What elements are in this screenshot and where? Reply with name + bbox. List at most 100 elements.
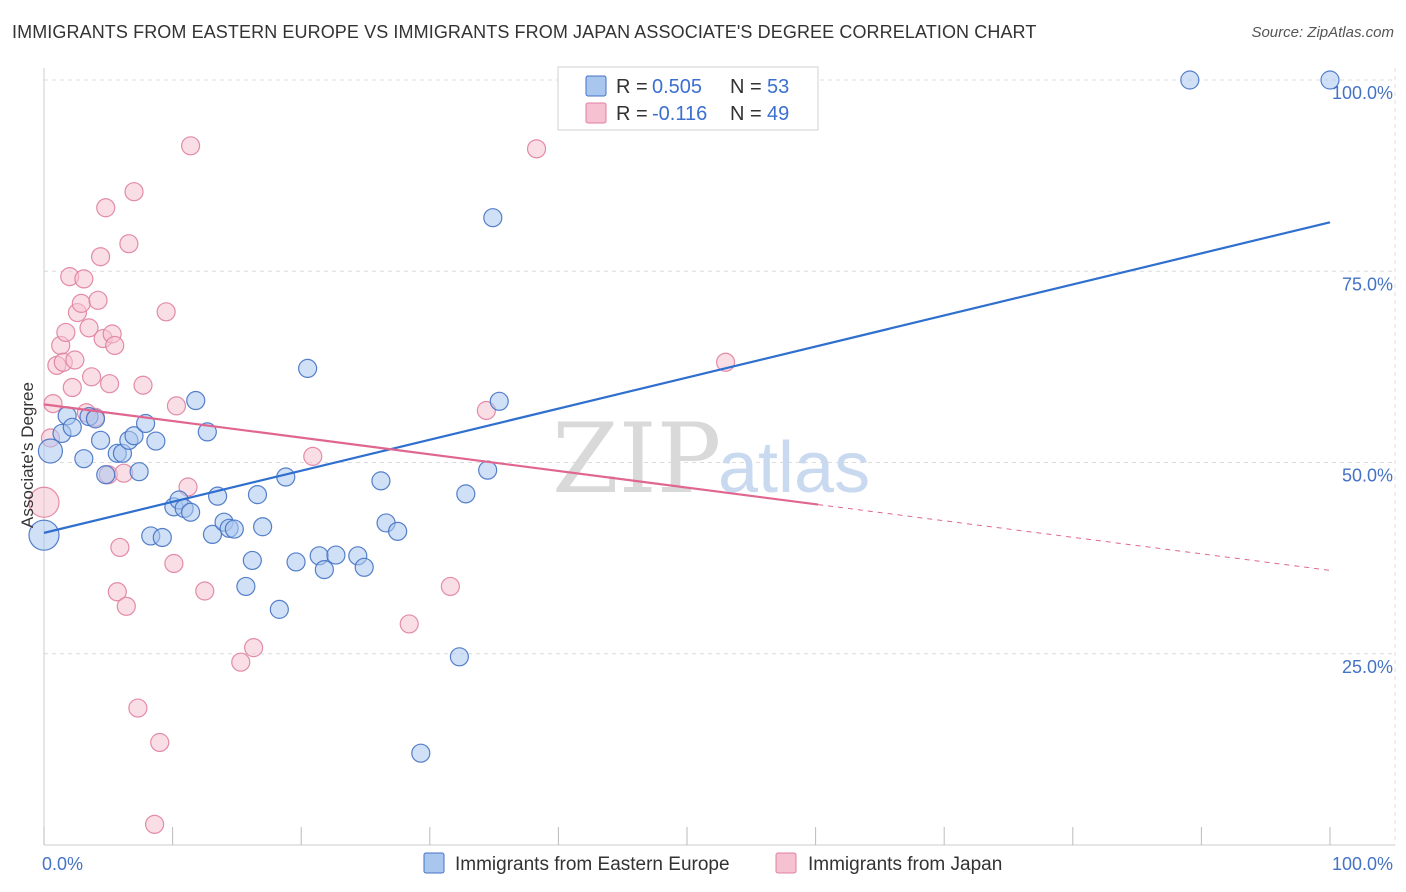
chart-title: IMMIGRANTS FROM EASTERN EUROPE VS IMMIGR… — [12, 22, 1037, 42]
point-eastern-europe — [129, 462, 149, 482]
point-eastern-europe — [483, 208, 503, 228]
legend-n-label-blue: N = — [730, 76, 762, 98]
point-eastern-europe — [388, 521, 408, 541]
source-label: Source: ZipAtlas.com — [1251, 24, 1394, 41]
series-legend: Immigrants from Eastern Europe Immigrant… — [423, 852, 1002, 875]
watermark-atlas: atlas — [718, 428, 870, 508]
point-eastern-europe — [286, 552, 306, 572]
point-japan — [79, 318, 99, 338]
point-eastern-europe — [90, 430, 111, 450]
point-japan — [71, 293, 91, 313]
point-japan — [65, 350, 85, 370]
point-japan — [96, 198, 116, 218]
point-eastern-europe — [152, 527, 172, 548]
point-japan — [399, 614, 419, 634]
point-japan — [526, 139, 547, 159]
point-japan — [107, 582, 127, 602]
point-japan — [116, 596, 136, 616]
point-japan — [124, 182, 144, 202]
legend-r-value-blue: 0.505 — [652, 76, 702, 98]
point-eastern-europe — [326, 545, 346, 565]
point-eastern-europe — [62, 417, 82, 437]
point-eastern-europe — [489, 391, 509, 411]
trend-lines — [43, 221, 1331, 571]
legend-r-value-pink: -0.116 — [652, 103, 707, 125]
legend-swatch-blue — [585, 75, 607, 97]
legend-n-label-pink: N = — [730, 103, 762, 125]
y-tick-label: 100.0% — [1332, 83, 1393, 103]
watermark: ZIP atlas — [552, 403, 870, 515]
trend-line-japan — [43, 403, 819, 506]
legend-n-value-blue: 53 — [767, 76, 789, 98]
trend-line-eastern-europe — [43, 221, 1331, 534]
point-eastern-europe — [186, 390, 206, 411]
point-eastern-europe — [74, 449, 94, 469]
x-tick-label: 100.0% — [1332, 854, 1393, 874]
point-eastern-europe — [478, 460, 498, 480]
point-eastern-europe — [146, 431, 166, 451]
point-eastern-europe — [314, 559, 334, 580]
point-japan — [231, 652, 251, 672]
legend-swatch-pink — [585, 102, 607, 124]
point-japan — [178, 477, 198, 497]
point-eastern-europe — [247, 485, 268, 505]
series-legend-swatch-pink — [775, 852, 797, 874]
point-japan — [105, 335, 125, 356]
point-japan — [90, 247, 111, 267]
point-eastern-europe — [298, 358, 318, 379]
point-eastern-europe — [28, 519, 60, 551]
point-eastern-europe — [96, 465, 116, 485]
point-japan — [128, 698, 148, 718]
point-eastern-europe — [242, 550, 262, 571]
point-eastern-europe — [197, 422, 217, 442]
y-axis-title: Associate's Degree — [18, 382, 37, 528]
point-japan — [62, 377, 82, 398]
correlation-legend: R = 0.505 N = 53 R = -0.116 N = 49 — [557, 66, 819, 131]
point-japan — [119, 234, 139, 254]
point-eastern-europe — [236, 576, 256, 597]
point-eastern-europe — [1320, 70, 1340, 90]
legend-n-value-pink: 49 — [767, 103, 789, 125]
point-japan — [166, 396, 187, 416]
point-japan — [244, 638, 264, 658]
point-eastern-europe — [202, 524, 223, 545]
legend-r-label-pink: R = — [616, 103, 648, 125]
point-japan — [133, 375, 153, 395]
x-tick-labels: 0.0% 100.0% — [42, 854, 1393, 874]
point-japan — [195, 581, 215, 601]
point-japan — [164, 553, 184, 574]
point-eastern-europe — [37, 438, 64, 464]
point-eastern-europe — [85, 409, 106, 429]
point-eastern-europe — [456, 484, 476, 504]
point-japan — [74, 269, 94, 289]
series-legend-label-blue: Immigrants from Eastern Europe — [455, 854, 730, 875]
point-eastern-europe — [411, 743, 431, 763]
point-eastern-europe — [354, 557, 374, 577]
trend-line-japan-extension — [818, 504, 1331, 571]
point-japan — [181, 136, 201, 156]
y-tick-label: 25.0% — [1342, 657, 1393, 677]
point-japan — [156, 302, 176, 322]
point-eastern-europe — [124, 426, 144, 446]
point-eastern-europe — [253, 517, 273, 537]
point-japan — [88, 290, 108, 310]
point-japan — [440, 576, 460, 597]
x-tick-label: 0.0% — [42, 854, 83, 874]
point-eastern-europe — [224, 519, 244, 539]
point-japan — [56, 322, 76, 343]
point-japan — [110, 537, 130, 558]
point-eastern-europe — [449, 647, 469, 667]
point-japan — [81, 367, 102, 387]
point-eastern-europe — [1180, 70, 1200, 90]
y-tick-labels: 25.0% 50.0% 75.0% 100.0% — [1332, 83, 1393, 677]
point-japan — [150, 732, 170, 753]
point-japan — [303, 446, 323, 466]
legend-r-label-blue: R = — [616, 76, 648, 98]
watermark-zip: ZIP — [552, 403, 721, 515]
y-tick-label: 75.0% — [1342, 274, 1393, 294]
series-legend-label-pink: Immigrants from Japan — [808, 854, 1002, 875]
point-japan — [28, 486, 60, 518]
y-tick-label: 50.0% — [1342, 466, 1393, 486]
point-eastern-europe — [371, 471, 391, 491]
